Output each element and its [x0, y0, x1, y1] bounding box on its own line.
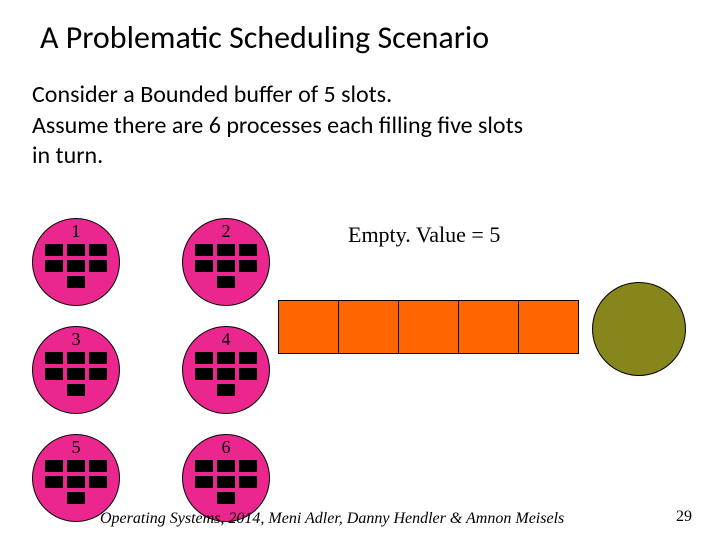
footer-citation: Operating Systems, 2014, Meni Adler, Dan…	[100, 510, 564, 528]
slot-cell	[89, 476, 107, 488]
slot-cell	[45, 260, 63, 272]
process-number: 2	[222, 221, 231, 242]
process-row: 34	[32, 326, 270, 414]
slot-cell	[195, 460, 213, 472]
slot-cell	[195, 476, 213, 488]
process-slots	[195, 352, 257, 396]
slot-cell	[67, 244, 85, 256]
slot-cell	[217, 368, 235, 380]
slot-cell	[67, 368, 85, 380]
slot-cell	[67, 384, 85, 396]
slot-cell	[45, 352, 63, 364]
slot-cell	[217, 476, 235, 488]
slot-cell	[67, 276, 85, 288]
buffer-cell	[278, 300, 339, 354]
process-grid: 123456	[32, 218, 270, 542]
process-number: 4	[222, 329, 231, 350]
process-number: 6	[222, 437, 231, 458]
process-circle: 5	[32, 434, 120, 522]
process-number: 5	[72, 437, 81, 458]
buffer-cell	[458, 300, 519, 354]
process-slots	[45, 460, 107, 504]
process-row: 12	[32, 218, 270, 306]
slot-cell	[239, 368, 257, 380]
process-circle: 6	[182, 434, 270, 522]
buffer-cell	[518, 300, 579, 354]
slot-cell	[239, 460, 257, 472]
slot-cell	[217, 260, 235, 272]
slide-title: A Problematic Scheduling Scenario	[40, 18, 489, 57]
process-slots	[195, 244, 257, 288]
process-circle: 1	[32, 218, 120, 306]
slot-cell	[89, 260, 107, 272]
slot-cell	[45, 476, 63, 488]
slot-cell	[195, 244, 213, 256]
slot-cell	[67, 352, 85, 364]
slot-cell	[239, 244, 257, 256]
slot-cell	[195, 260, 213, 272]
slot-cell	[89, 460, 107, 472]
process-slots	[195, 460, 257, 504]
process-circle: 2	[182, 218, 270, 306]
slot-cell	[67, 460, 85, 472]
desc-line: Assume there are 6 processes each fillin…	[32, 111, 523, 142]
slot-cell	[195, 368, 213, 380]
slot-cell	[45, 244, 63, 256]
process-circle: 4	[182, 326, 270, 414]
description: Consider a Bounded buffer of 5 slots. As…	[32, 80, 523, 172]
slot-cell	[89, 368, 107, 380]
empty-value-label: Empty. Value = 5	[348, 222, 500, 248]
slot-cell	[89, 244, 107, 256]
slot-cell	[45, 460, 63, 472]
desc-line: in turn.	[32, 141, 523, 172]
consumer-circle	[592, 282, 686, 376]
slot-cell	[45, 368, 63, 380]
slot-cell	[195, 352, 213, 364]
slot-cell	[239, 260, 257, 272]
process-number: 1	[72, 221, 81, 242]
slot-cell	[239, 352, 257, 364]
slot-cell	[217, 244, 235, 256]
slot-cell	[217, 276, 235, 288]
buffer-cell	[398, 300, 459, 354]
buffer-cell	[338, 300, 399, 354]
slot-cell	[217, 492, 235, 504]
slot-cell	[67, 476, 85, 488]
slot-cell	[217, 460, 235, 472]
slot-cell	[217, 384, 235, 396]
slot-cell	[67, 492, 85, 504]
desc-line: Consider a Bounded buffer of 5 slots.	[32, 80, 523, 111]
slot-cell	[239, 476, 257, 488]
process-circle: 3	[32, 326, 120, 414]
process-slots	[45, 244, 107, 288]
process-row: 56	[32, 434, 270, 522]
process-slots	[45, 352, 107, 396]
slot-cell	[67, 260, 85, 272]
slot-cell	[89, 352, 107, 364]
process-number: 3	[72, 329, 81, 350]
page-number: 29	[676, 508, 692, 526]
slot-cell	[217, 352, 235, 364]
buffer	[278, 300, 579, 354]
